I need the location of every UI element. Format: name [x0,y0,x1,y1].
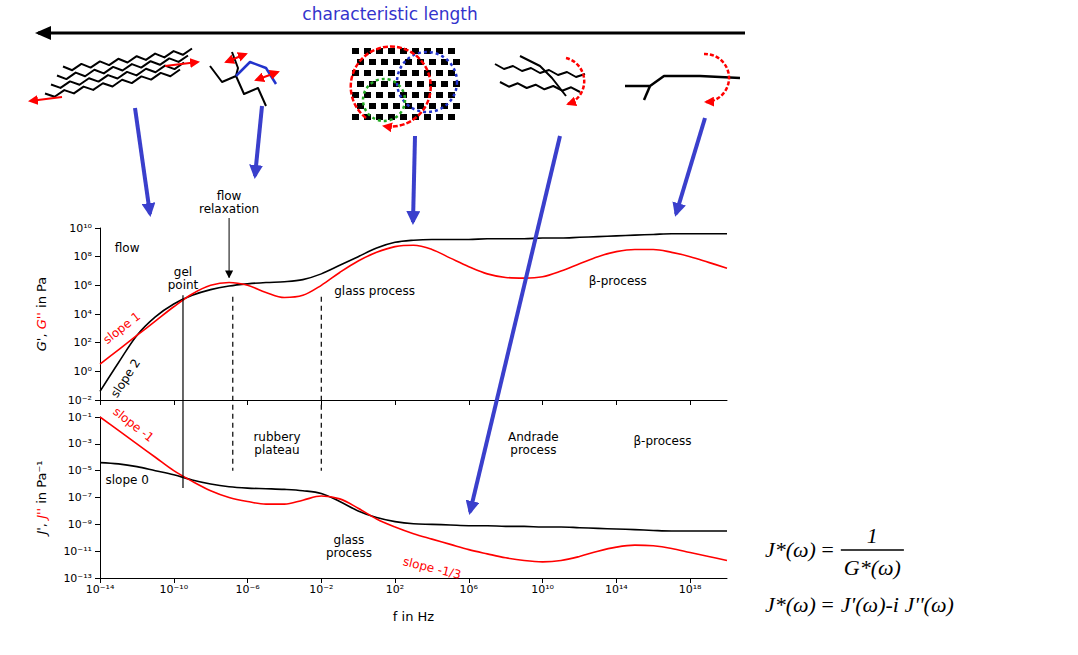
svg-text:10¹⁸: 10¹⁸ [679,583,702,596]
svg-text:G': G' [34,338,49,352]
svg-text:=: = [820,592,835,617]
svg-text:G*(ω): G*(ω) [844,555,901,580]
svg-text:gel: gel [174,265,192,279]
svg-text:f in Hz: f in Hz [393,609,434,624]
svg-text:=: = [820,537,835,562]
svg-text:10⁰: 10⁰ [74,365,93,378]
svg-text:10¹⁰: 10¹⁰ [531,583,554,596]
svg-text:10⁻¹⁰: 10⁻¹⁰ [159,583,188,596]
svg-text:characteristic length: characteristic length [302,4,477,24]
svg-text:J*(ω): J*(ω) [765,537,816,562]
svg-text:10⁻¹¹: 10⁻¹¹ [63,545,92,558]
svg-text:process: process [510,443,556,457]
svg-text:flow: flow [115,241,140,255]
svg-text:10¹⁰: 10¹⁰ [69,222,92,235]
svg-text:10⁻⁶: 10⁻⁶ [235,583,260,596]
svg-text:rubbery: rubbery [253,430,300,444]
svg-text:10⁸: 10⁸ [74,250,93,263]
svg-text:10⁻²: 10⁻² [309,583,333,596]
svg-text:10⁻¹⁴: 10⁻¹⁴ [86,583,115,596]
svg-text:J*(ω): J*(ω) [765,592,816,617]
svg-text:in Pa⁻¹: in Pa⁻¹ [34,460,49,507]
svg-text:10⁻⁹: 10⁻⁹ [68,518,92,531]
svg-text:1: 1 [867,523,878,548]
svg-text:10⁻¹³: 10⁻¹³ [63,571,92,585]
svg-text:slope 2: slope 2 [108,356,143,400]
svg-text:10²: 10² [74,336,92,349]
svg-text:G'': G'' [34,312,49,329]
svg-text:Andrade: Andrade [508,430,559,444]
svg-text:plateau: plateau [254,443,299,457]
svg-text:10⁴: 10⁴ [74,308,93,321]
svg-text:slope 0: slope 0 [106,473,149,487]
svg-text:10⁻³: 10⁻³ [68,437,92,450]
svg-text:process: process [326,546,372,560]
svg-text:10¹⁴: 10¹⁴ [605,583,628,596]
svg-text:J'(ω)-i J''(ω): J'(ω)-i J''(ω) [841,592,954,617]
svg-text:,: , [34,329,49,337]
svg-text:10⁻¹: 10⁻¹ [68,411,92,424]
svg-text:10²: 10² [386,583,404,596]
svg-text:,: , [34,519,49,527]
svg-text:J'': J'' [34,508,49,522]
svg-text:flow: flow [217,189,242,203]
svg-text:10⁻⁵: 10⁻⁵ [68,464,92,477]
svg-text:10⁻⁷: 10⁻⁷ [68,491,92,504]
svg-text:slope -1/3: slope -1/3 [402,554,463,582]
svg-text:slope 1: slope 1 [100,309,143,347]
svg-text:glass process: glass process [334,284,415,298]
svg-text:10⁶: 10⁶ [74,279,93,292]
svg-text:β-process: β-process [589,274,647,288]
svg-text:slope -1: slope -1 [110,404,156,444]
svg-text:relaxation: relaxation [199,202,259,216]
svg-text:10⁶: 10⁶ [460,583,479,596]
svg-text:10⁻²: 10⁻² [68,394,92,407]
svg-text:in Pa: in Pa [34,277,49,312]
svg-text:glass: glass [334,533,365,547]
svg-text:point: point [168,278,199,292]
svg-text:β-process: β-process [633,434,691,448]
svg-text:J': J' [34,527,49,537]
